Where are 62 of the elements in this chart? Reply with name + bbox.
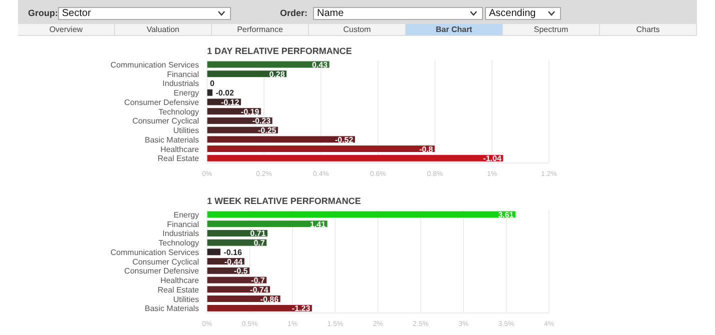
- annotation: 0.71: [250, 229, 266, 238]
- annotation: 1.41: [310, 220, 326, 229]
- category-label: Valuation: [115, 24, 211, 35]
- y-tick-label: Consumer Cyclical: [132, 116, 200, 126]
- text: Sector: [58, 7, 231, 20]
- chart-title: 1 DAY RELATIVE PERFORMANCE: [207, 46, 352, 56]
- annotation: -0.52: [334, 135, 354, 144]
- y-tick-label: Energy: [174, 88, 199, 98]
- y-tick-label: Industrials: [162, 229, 199, 238]
- chart-title: 1 WEEK RELATIVE PERFORMANCE: [207, 196, 361, 206]
- category-label: Charts: [600, 24, 696, 35]
- y-tick-label: Basic Materials: [144, 135, 199, 144]
- annotation: -0.12: [220, 98, 240, 107]
- annotation: -0.44: [224, 257, 244, 266]
- y-tick-label: Real Estate: [158, 285, 200, 294]
- bar: [207, 304, 312, 312]
- annotation: 0.28: [269, 70, 286, 79]
- text: Order:: [280, 8, 308, 18]
- annotation: -1.04: [483, 154, 502, 164]
- y-tick-label: Technology: [158, 107, 199, 116]
- annotation: 0.43: [312, 60, 328, 70]
- annotation: -0.5: [234, 266, 248, 276]
- y-tick-label: Real Estate: [158, 154, 200, 164]
- category-label: Overview: [18, 24, 114, 35]
- annotation: -1.23: [292, 304, 311, 314]
- annotation: -0.19: [240, 107, 260, 116]
- annotation: -0.23: [252, 116, 272, 126]
- text: Ascending: [485, 7, 561, 20]
- y-tick-label: Healthcare: [160, 276, 200, 286]
- category-label: Performance: [212, 24, 308, 35]
- annotation: -0.7: [251, 276, 266, 286]
- y-tick-label: Utilities: [173, 294, 199, 304]
- category-label: Spectrum: [503, 24, 599, 35]
- annotation: -0.74: [250, 285, 269, 294]
- bar: [207, 145, 436, 153]
- y-tick-label: Energy: [174, 210, 199, 220]
- annotation: -0.8: [419, 144, 434, 154]
- y-tick-label: Communication Services: [110, 60, 199, 70]
- category-label: Bar Chart: [406, 24, 502, 35]
- y-tick-label: Communication Services: [110, 248, 199, 257]
- annotation: 0: [210, 79, 215, 88]
- bar: [207, 154, 504, 162]
- annotation: -0.02: [216, 88, 234, 98]
- y-tick-label: Utilities: [173, 126, 199, 136]
- annotation: 0.7: [254, 238, 266, 248]
- annotation: 3.61: [498, 210, 514, 220]
- annotation: -0.25: [258, 126, 277, 136]
- y-tick-label: Basic Materials: [144, 304, 199, 314]
- y-tick-label: Financial: [166, 70, 200, 79]
- bar: [207, 229, 268, 237]
- y-tick-label: Industrials: [162, 79, 199, 88]
- y-tick-label: Healthcare: [160, 144, 200, 154]
- category-label: Custom: [309, 24, 405, 35]
- y-tick-label: Consumer Cyclical: [132, 257, 200, 266]
- annotation: -0.16: [224, 248, 242, 257]
- y-tick-label: Financial: [166, 220, 200, 229]
- y-tick-label: Technology: [158, 238, 199, 248]
- annotation: -0.86: [260, 294, 280, 304]
- y-tick-label: Consumer Defensive: [124, 266, 200, 276]
- y-tick-label: Consumer Defensive: [124, 98, 200, 107]
- text: Group:: [28, 8, 58, 18]
- text: Name: [313, 7, 483, 20]
